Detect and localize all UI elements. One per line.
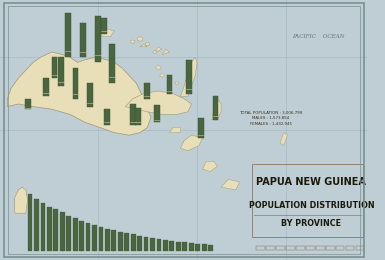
Bar (202, 244, 206, 251)
Text: PACIFIC    OCEAN: PACIFIC OCEAN (293, 34, 345, 39)
Bar (105, 229, 110, 251)
Polygon shape (280, 133, 287, 146)
Bar (73, 218, 77, 251)
Polygon shape (140, 44, 147, 47)
Bar (176, 242, 181, 251)
Bar (169, 241, 174, 251)
Bar (34, 199, 39, 251)
Bar (99, 227, 103, 251)
Bar (195, 244, 200, 251)
Circle shape (175, 82, 179, 85)
Bar (73, 68, 79, 99)
Bar (104, 109, 110, 125)
Text: POPULATION DISTRIBUTION: POPULATION DISTRIBUTION (248, 201, 374, 210)
Bar (92, 225, 97, 251)
Bar (87, 83, 93, 107)
Bar (186, 60, 192, 94)
Bar (43, 78, 49, 96)
Polygon shape (169, 127, 181, 133)
Text: BY PROVINCE: BY PROVINCE (281, 219, 341, 228)
Bar (130, 104, 136, 125)
Bar (28, 194, 32, 251)
Bar (111, 230, 116, 251)
Polygon shape (162, 49, 169, 55)
Bar (296, 246, 305, 250)
Bar (52, 57, 57, 78)
Bar (157, 239, 161, 251)
Bar (131, 234, 136, 251)
Circle shape (131, 40, 135, 43)
Circle shape (156, 66, 161, 69)
Bar (137, 236, 142, 251)
Bar (144, 237, 149, 251)
Bar (256, 246, 265, 250)
Bar (60, 212, 65, 251)
Bar (124, 233, 129, 251)
Bar (346, 246, 355, 250)
Bar (198, 118, 204, 138)
Bar (40, 203, 45, 251)
Polygon shape (181, 135, 203, 151)
Bar (306, 246, 315, 250)
Bar (266, 246, 275, 250)
Bar (66, 216, 71, 251)
Bar (208, 245, 213, 251)
Bar (182, 242, 187, 251)
Bar (276, 246, 285, 250)
Bar (79, 221, 84, 251)
Bar (25, 99, 30, 109)
Bar (47, 207, 52, 251)
Polygon shape (15, 187, 28, 213)
Bar (154, 105, 159, 122)
Bar (316, 246, 325, 250)
Polygon shape (212, 99, 221, 120)
Bar (355, 246, 364, 250)
Bar (85, 223, 90, 251)
Bar (118, 232, 123, 251)
Circle shape (137, 37, 143, 41)
Bar (213, 96, 218, 120)
Bar (336, 246, 345, 250)
Bar (167, 75, 172, 94)
Bar (109, 44, 116, 83)
Bar (54, 209, 58, 251)
Polygon shape (7, 52, 151, 135)
Polygon shape (181, 57, 197, 96)
Bar (65, 13, 71, 57)
Circle shape (153, 51, 157, 53)
Bar (135, 108, 141, 125)
Bar (150, 238, 155, 251)
Polygon shape (125, 91, 192, 114)
Text: TOTAL POPULATION : 3,006,799
MALES : 1,573,854
FEMALES : 1,432,945: TOTAL POPULATION : 3,006,799 MALES : 1,5… (239, 110, 302, 126)
Text: PAPUA NEW GUINEA: PAPUA NEW GUINEA (256, 177, 366, 187)
Polygon shape (203, 161, 218, 172)
Bar (286, 246, 295, 250)
Bar (163, 240, 168, 251)
Bar (253, 164, 363, 237)
Circle shape (167, 79, 172, 82)
Bar (144, 83, 150, 99)
Polygon shape (96, 29, 114, 36)
Bar (80, 23, 86, 57)
Bar (189, 243, 194, 251)
Bar (58, 57, 64, 86)
Bar (326, 246, 335, 250)
Polygon shape (221, 179, 239, 190)
Polygon shape (155, 47, 162, 52)
Circle shape (160, 74, 164, 77)
Circle shape (145, 43, 150, 46)
Bar (101, 18, 107, 34)
Bar (95, 16, 100, 62)
